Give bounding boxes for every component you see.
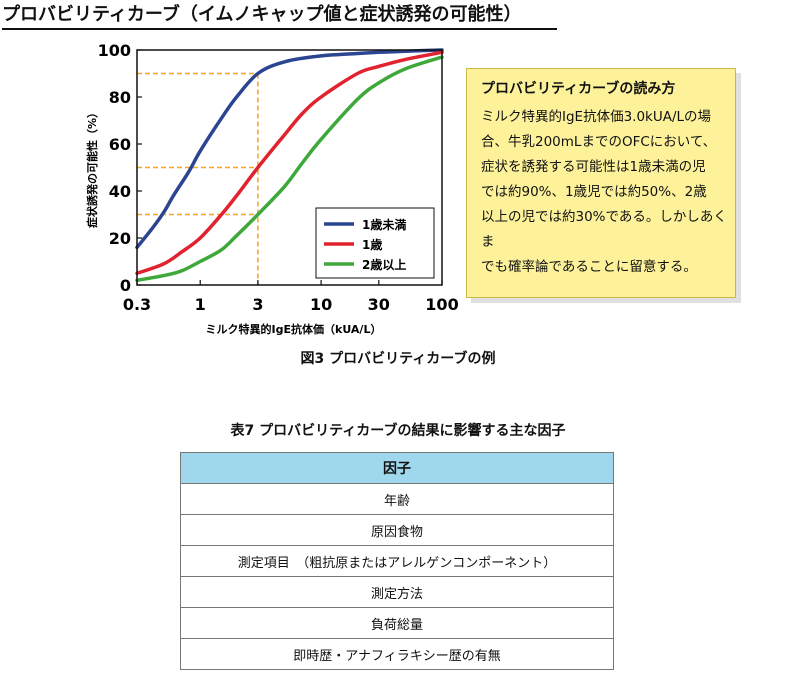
table-cell: 測定方法 (180, 576, 614, 608)
x-tick-label: 100 (425, 295, 458, 314)
table-header-row: 因子 (180, 452, 614, 484)
reading-note-box: プロバビリティカーブの読み方 ミルク特異的IgE抗体価3.0kUA/Lの場 合、… (466, 68, 736, 298)
factors-table: 因子 年齢 原因食物 測定項目 （粗抗原またはアレルゲンコンポーネント） 測定方… (180, 452, 614, 670)
figure-caption: 図3 プロバビリティカーブの例 (300, 351, 496, 367)
legend-label: 1歳 (362, 237, 382, 252)
table-header-cell: 因子 (180, 452, 614, 484)
y-tick-label: 0 (120, 276, 131, 295)
note-title: プロバビリティカーブの読み方 (481, 81, 676, 97)
table-row: 年齢 (180, 483, 614, 515)
table-row: 負荷総量 (180, 607, 614, 639)
y-tick-label: 60 (109, 135, 131, 154)
note-body: ミルク特異的IgE抗体価3.0kUA/Lの場 合、牛乳200mLまでのOFCにお… (481, 105, 727, 280)
note-line: 症状を誘発する可能性は1歳未満の児 (481, 159, 706, 175)
y-tick-label: 80 (109, 88, 131, 107)
x-tick-label: 30 (368, 295, 390, 314)
note-line: 以上の児では約30%である。しかしあくま (481, 209, 727, 250)
table-row: 原因食物 (180, 514, 614, 546)
page-title: プロバビリティカーブ（イムノキャップ値と症状誘発の可能性） (2, 2, 557, 30)
series-line (135, 50, 444, 276)
table-cell: 即時歴・アナフィラキシー歴の有無 (180, 638, 614, 670)
table-caption: 表7 プロバビリティカーブの結果に影響する主な因子 (230, 423, 566, 439)
plot-frame (136, 49, 443, 286)
y-tick-label: 40 (109, 182, 131, 201)
table-row: 測定項目 （粗抗原またはアレルゲンコンポーネント） (180, 545, 614, 577)
note-line: でも確率論であることに留意する。 (481, 259, 697, 275)
x-tick-label: 3 (252, 295, 263, 314)
series-line (135, 48, 444, 250)
x-tick-label: 10 (310, 295, 332, 314)
note-line: ミルク特異的IgE抗体価3.0kUA/Lの場 (481, 109, 712, 125)
x-tick-label: 1 (195, 295, 206, 314)
x-axis-label: ミルク特異的IgE抗体価（kUA/L） (206, 322, 382, 336)
note-line: 合、牛乳200mLまでのOFCにおいて、 (481, 134, 717, 150)
legend-label: 1歳未満 (362, 217, 406, 232)
series-line (135, 55, 444, 283)
table-cell: 負荷総量 (180, 607, 614, 639)
probability-curve-chart: 0 20 40 60 80 100 0.3 1 3 10 30 100 ミルク特異的IgE抗体価（kUA… (85, 41, 459, 336)
note-line: では約90%、1歳児では約50%、2歳 (481, 184, 707, 200)
y-tick-label: 100 (98, 41, 131, 60)
table-cell: 原因食物 (180, 514, 614, 546)
table-row: 即時歴・アナフィラキシー歴の有無 (180, 638, 614, 670)
y-axis-label: 症状誘発の可能性（%） (85, 107, 99, 228)
table-row: 測定方法 (180, 576, 614, 608)
x-tick-label: 0.3 (123, 295, 151, 314)
legend-label: 2歳以上 (362, 257, 406, 272)
y-tick-label: 20 (109, 229, 131, 248)
table-cell: 測定項目 （粗抗原またはアレルゲンコンポーネント） (180, 545, 614, 577)
table-cell: 年齢 (180, 483, 614, 515)
